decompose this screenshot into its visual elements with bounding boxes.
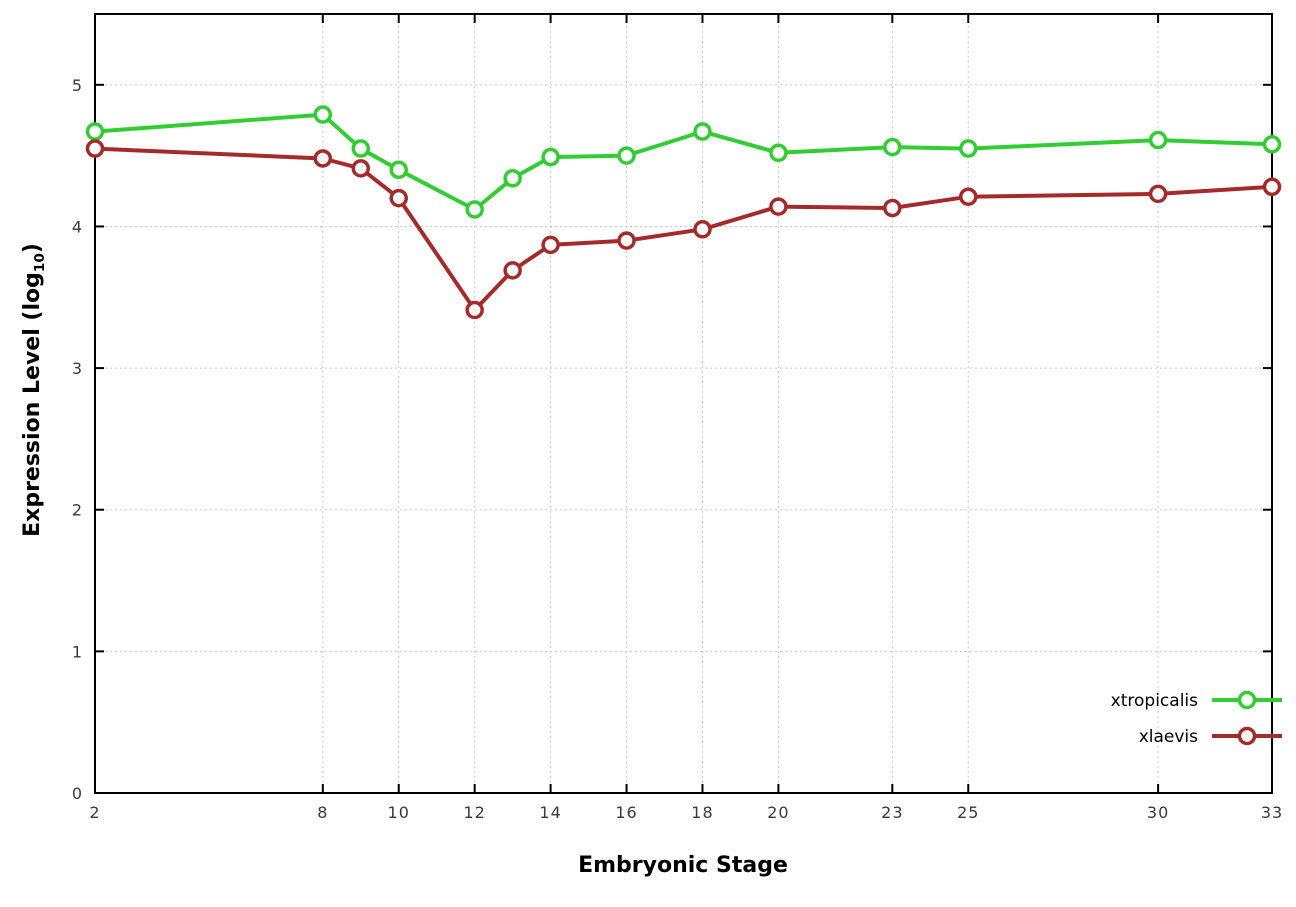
marker-xtropicalis <box>1148 130 1168 150</box>
series-line-xlaevis <box>93 146 1274 312</box>
y-tick-label: 0 <box>72 784 82 803</box>
marker-xtropicalis <box>693 122 712 141</box>
marker-xlaevis <box>465 300 484 320</box>
marker-xlaevis <box>959 187 978 206</box>
x-tick-label: 23 <box>881 803 903 822</box>
legend-sample-marker-xtropicalis <box>1237 690 1257 710</box>
marker-xtropicalis <box>85 122 105 141</box>
marker-xlaevis <box>693 220 712 239</box>
y-axis-label-text: Expression Level (log <box>19 272 45 537</box>
x-tick-label: 33 <box>1261 803 1283 822</box>
y-axis-label-close: ) <box>19 243 45 254</box>
x-tick-label: 25 <box>957 803 979 822</box>
y-tick-label: 5 <box>72 76 82 95</box>
marker-xlaevis <box>541 235 560 255</box>
x-tick-label: 12 <box>463 803 485 822</box>
marker-xlaevis <box>313 149 333 168</box>
marker-xtropicalis <box>465 200 484 219</box>
y-tick-label: 2 <box>72 501 82 520</box>
x-tick-label: 8 <box>317 803 328 822</box>
marker-xtropicalis <box>389 160 408 180</box>
marker-xlaevis <box>389 188 408 208</box>
marker-xtropicalis <box>1262 135 1282 154</box>
marker-xlaevis <box>769 197 788 216</box>
legend-label-xlaevis: xlaevis <box>1139 727 1198 747</box>
x-tick-label: 2 <box>89 803 100 822</box>
x-axis-label: Embryonic Stage <box>578 853 788 878</box>
marker-xlaevis <box>1262 177 1282 197</box>
marker-xlaevis <box>351 159 371 178</box>
marker-xtropicalis <box>313 105 333 124</box>
marker-xlaevis <box>883 198 902 218</box>
y-axis-label: Expression Level (log10) <box>20 243 48 537</box>
marker-xtropicalis <box>541 147 560 167</box>
x-tick-label: 14 <box>539 803 561 822</box>
marker-xtropicalis <box>351 139 371 158</box>
plot-border <box>94 13 1273 794</box>
marker-xlaevis <box>1148 184 1168 204</box>
y-tick-label: 4 <box>72 217 82 236</box>
x-tick-label: 16 <box>615 803 637 822</box>
y-tick-label: 1 <box>72 642 82 661</box>
y-tick-label: 3 <box>72 359 82 378</box>
x-tick-label: 30 <box>1147 803 1169 822</box>
marker-xtropicalis <box>959 139 978 158</box>
marker-xtropicalis <box>883 137 902 157</box>
marker-xlaevis <box>503 261 522 280</box>
marker-xlaevis <box>617 231 636 250</box>
x-tick-label: 20 <box>767 803 789 822</box>
y-axis-label-subscript: 10 <box>32 253 49 273</box>
marker-xtropicalis <box>503 169 522 188</box>
legend-sample-marker-xlaevis <box>1237 726 1257 746</box>
marker-xtropicalis <box>617 146 636 165</box>
marker-xlaevis <box>85 139 105 158</box>
x-tick-label: 18 <box>691 803 713 822</box>
x-tick-label: 10 <box>388 803 410 822</box>
marker-xtropicalis <box>769 143 788 163</box>
legend-label-xtropicalis: xtropicalis <box>1111 691 1198 711</box>
